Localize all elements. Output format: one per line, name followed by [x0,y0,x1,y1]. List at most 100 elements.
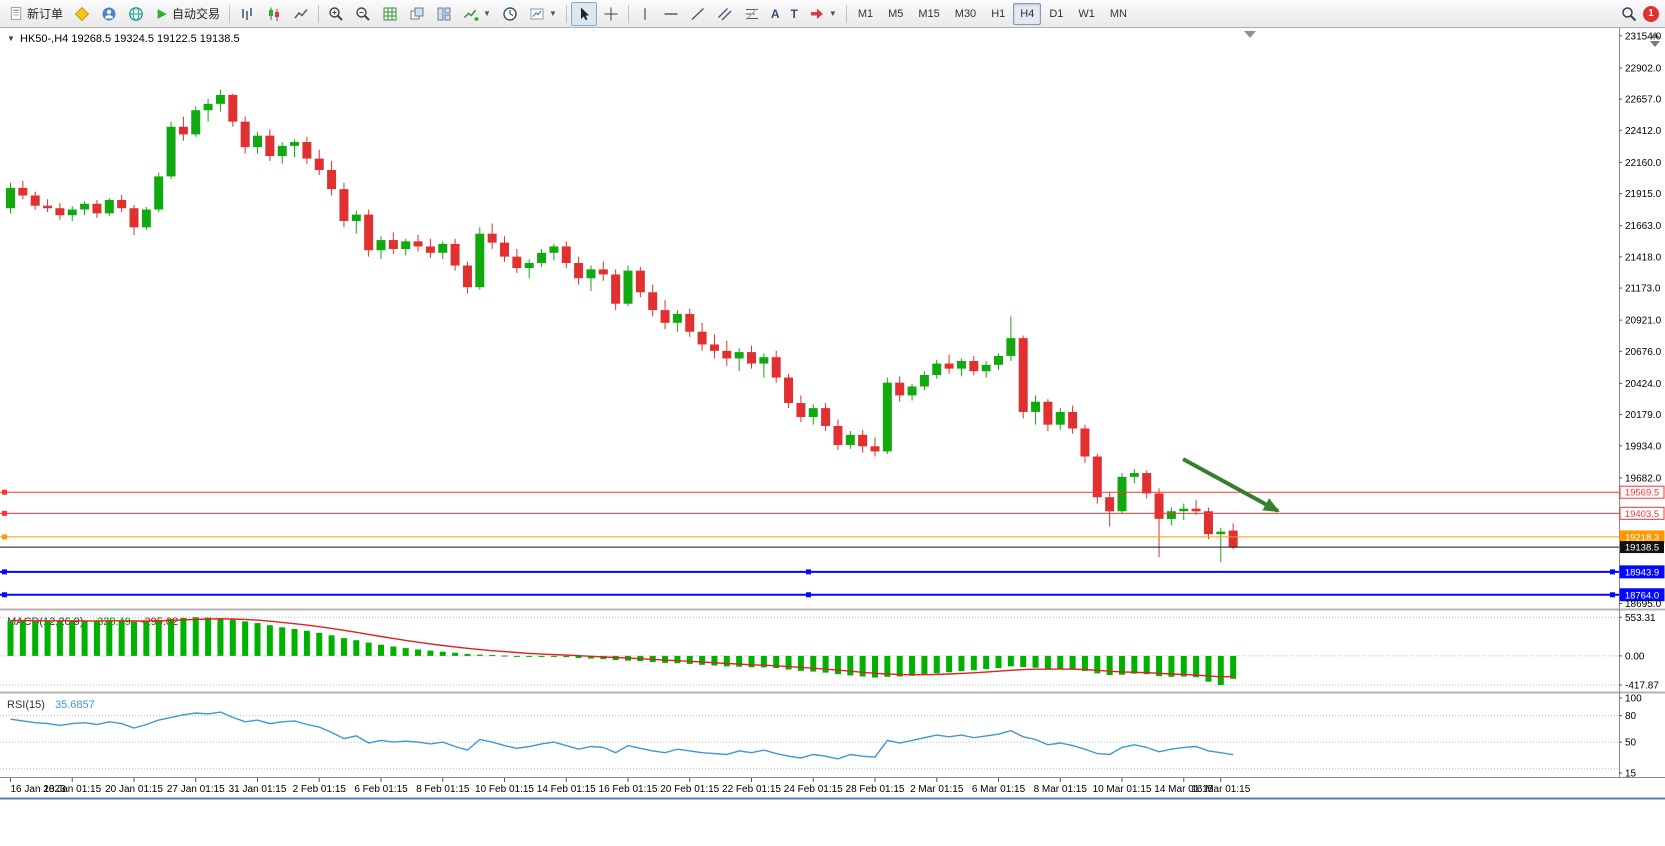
timeframe-h4-button[interactable]: H4 [1013,2,1042,25]
price-axis-label: 20921.0 [1625,316,1662,327]
zoom-in-button[interactable] [323,2,349,26]
vertical-line-tool-button[interactable] [633,2,657,26]
macd-histogram-bar [1205,655,1212,682]
timeframe-d1-button[interactable]: D1 [1049,7,1064,20]
timeframe-m1-button[interactable]: M1 [857,7,874,20]
community-button[interactable] [96,2,122,26]
line-handle[interactable] [806,592,811,598]
trend-arrow-annotation[interactable] [1182,457,1280,513]
candle-body [1203,511,1213,535]
timeframe-mn-button[interactable]: MN [1109,7,1127,20]
candle-body [895,382,905,396]
line-handle[interactable] [1610,569,1615,575]
annotations-layer[interactable] [1182,457,1280,513]
horizontal-line-tool-button[interactable] [658,2,684,26]
scroll-up-icon[interactable] [1650,32,1660,38]
chart-bars-button[interactable] [234,2,260,26]
channel-tool-button[interactable] [712,2,738,26]
candle-body [1068,411,1078,429]
timeframe-m5-button[interactable]: M5 [888,7,904,20]
macd-histogram-bar [390,646,397,656]
time-axis-label: 22 Feb 01:15 [722,784,781,795]
tile-windows-button[interactable] [377,2,403,26]
text-label-tool-button[interactable]: T [786,2,803,26]
macd-histogram-bar [303,630,310,656]
candle-body [660,310,670,323]
shapes-tool-button[interactable]: ▼ [804,2,842,26]
chart-template-icon [530,8,544,19]
line-handle[interactable] [2,489,7,495]
metaeditor-button[interactable] [69,2,95,26]
macd-histogram-bar [106,620,113,656]
web-terminal-button[interactable] [123,2,149,26]
macd-histogram-bar [427,650,434,656]
line-handle[interactable] [2,592,7,598]
time-axis-label: 8 Feb 01:15 [416,784,470,795]
dropdown-caret-icon: ▼ [828,9,837,18]
fibonacci-tool-button[interactable] [739,2,765,26]
candle-body [549,246,559,253]
macd-histogram-bar [464,653,471,656]
trendline-tool-button[interactable] [685,2,711,26]
clock-icon [503,6,517,21]
time-axis-label: 16 Feb 01:15 [599,784,658,795]
macd-histogram-bar [847,655,854,676]
chart-shift-marker[interactable] [1244,31,1256,38]
macd-histogram-bar [785,655,792,670]
timeframe-m30-button[interactable]: M30 [954,7,977,20]
timeframe-m15-button[interactable]: M15 [918,7,940,20]
scroll-down-icon[interactable] [1650,41,1660,47]
new-order-button[interactable]: 新订单 [4,2,68,26]
price-axis[interactable]: 23154.0 22902.0 22657.0 22412.0 22160.0 21915… [1619,31,1662,610]
chart-template-button[interactable]: ▼ [524,2,562,26]
rsi-indicator-label: RSI(15) 35.6857 [7,699,95,711]
candle-body [821,408,831,426]
candle-body [265,135,275,157]
macd-histogram-bar [131,621,137,656]
line-handle[interactable] [2,510,7,516]
timeframe-h1-button[interactable]: H1 [991,7,1006,20]
macd-histogram-bar [1057,655,1064,669]
search-button[interactable] [1616,2,1642,26]
period-clock-button[interactable] [497,2,523,26]
line-handle[interactable] [2,534,7,540]
line-handle[interactable] [806,569,811,575]
line-handle[interactable] [2,569,7,575]
cascade-windows-button[interactable] [404,2,430,26]
cursor-tool-button[interactable] [570,1,597,26]
chart-line-button[interactable] [288,2,314,26]
candle-body [364,214,374,251]
price-axis-label: 21663.0 [1625,221,1662,232]
text-tool-button[interactable]: A [766,2,785,26]
line-price-tag-text: 19218.3 [1625,532,1659,543]
search-icon [1622,6,1637,21]
macd-histogram-bar [217,618,224,656]
new-order-icon [10,6,22,21]
horizontal-lines-layer[interactable]: 19569.5 19403.5 19218.3 18943.9 18764.0 19138… [0,485,1665,602]
macd-histogram-bar [1044,655,1051,669]
line-handle[interactable] [1610,592,1615,598]
macd-histogram-bar [32,621,39,656]
candle-body [623,270,633,304]
candle-body [129,208,139,228]
chart-menu-arrow-icon[interactable]: ▼ [7,34,15,43]
candle-body [1228,530,1238,548]
candle-body [154,176,164,210]
macd-histogram-bar [476,654,483,656]
notification-badge[interactable]: 1 [1643,5,1659,22]
crosshair-tool-button[interactable] [598,2,624,26]
candle-body [1142,473,1152,494]
chart-canvas[interactable]: ▼ HK50-,H4 19268.5 19324.5 19122.5 19138… [0,28,1665,846]
zoom-out-button[interactable] [350,2,376,26]
timeframe-w1-button[interactable]: W1 [1078,7,1095,20]
split-windows-button[interactable] [431,2,457,26]
line-price-tag [1619,485,1665,499]
price-axis-label: 20179.0 [1625,410,1662,421]
macd-histogram-bar [1119,655,1125,675]
autotrading-button[interactable]: 自动交易 [150,2,225,26]
add-indicator-button[interactable]: ▼ [458,2,496,26]
toolbar-separator [627,4,629,23]
chart-candles-button[interactable] [261,2,287,26]
candle-body [425,246,435,253]
